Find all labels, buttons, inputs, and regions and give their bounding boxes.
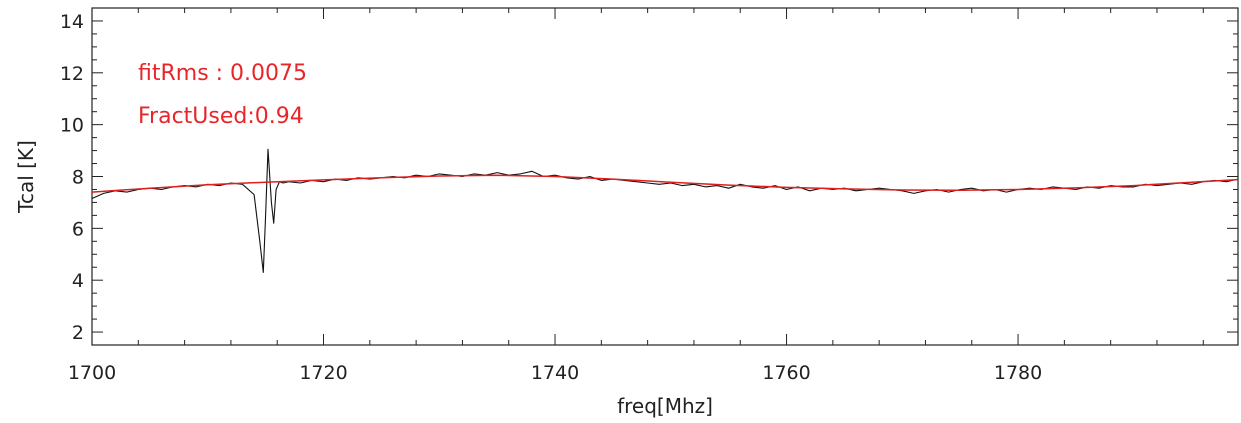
y-tick-label: 8: [72, 167, 84, 189]
annotation-fractused: FractUsed:0.94: [138, 104, 304, 129]
plot-area: [91, 148, 1239, 273]
x-tick-label: 1700: [68, 362, 116, 384]
y-axis-title: Tcal [K]: [14, 140, 38, 214]
annotation-fitrms: fitRms : 0.0075: [138, 61, 307, 86]
y-tick-label: 6: [72, 218, 84, 240]
y-tick-label: 10: [60, 115, 84, 137]
fit-line: [91, 174, 1239, 193]
x-tick-label: 1760: [762, 362, 810, 384]
y-tick-label: 12: [60, 63, 84, 85]
measured-line: [91, 148, 1239, 273]
labels: 1700 1720 1740 1760 1780 2 4 6 8 10 12 14 freq[Mhz] T…: [14, 11, 1042, 418]
x-axis-title: freq[Mhz]: [617, 394, 713, 418]
x-tick-label: 1780: [994, 362, 1042, 384]
y-tick-label: 4: [72, 270, 84, 292]
plot-frame: [91, 7, 1239, 346]
y-tick-label: 2: [72, 322, 84, 344]
y-tick-label: 14: [60, 11, 84, 33]
axes: [91, 7, 1239, 346]
x-tick-label: 1740: [531, 362, 579, 384]
x-tick-label: 1720: [299, 362, 347, 384]
